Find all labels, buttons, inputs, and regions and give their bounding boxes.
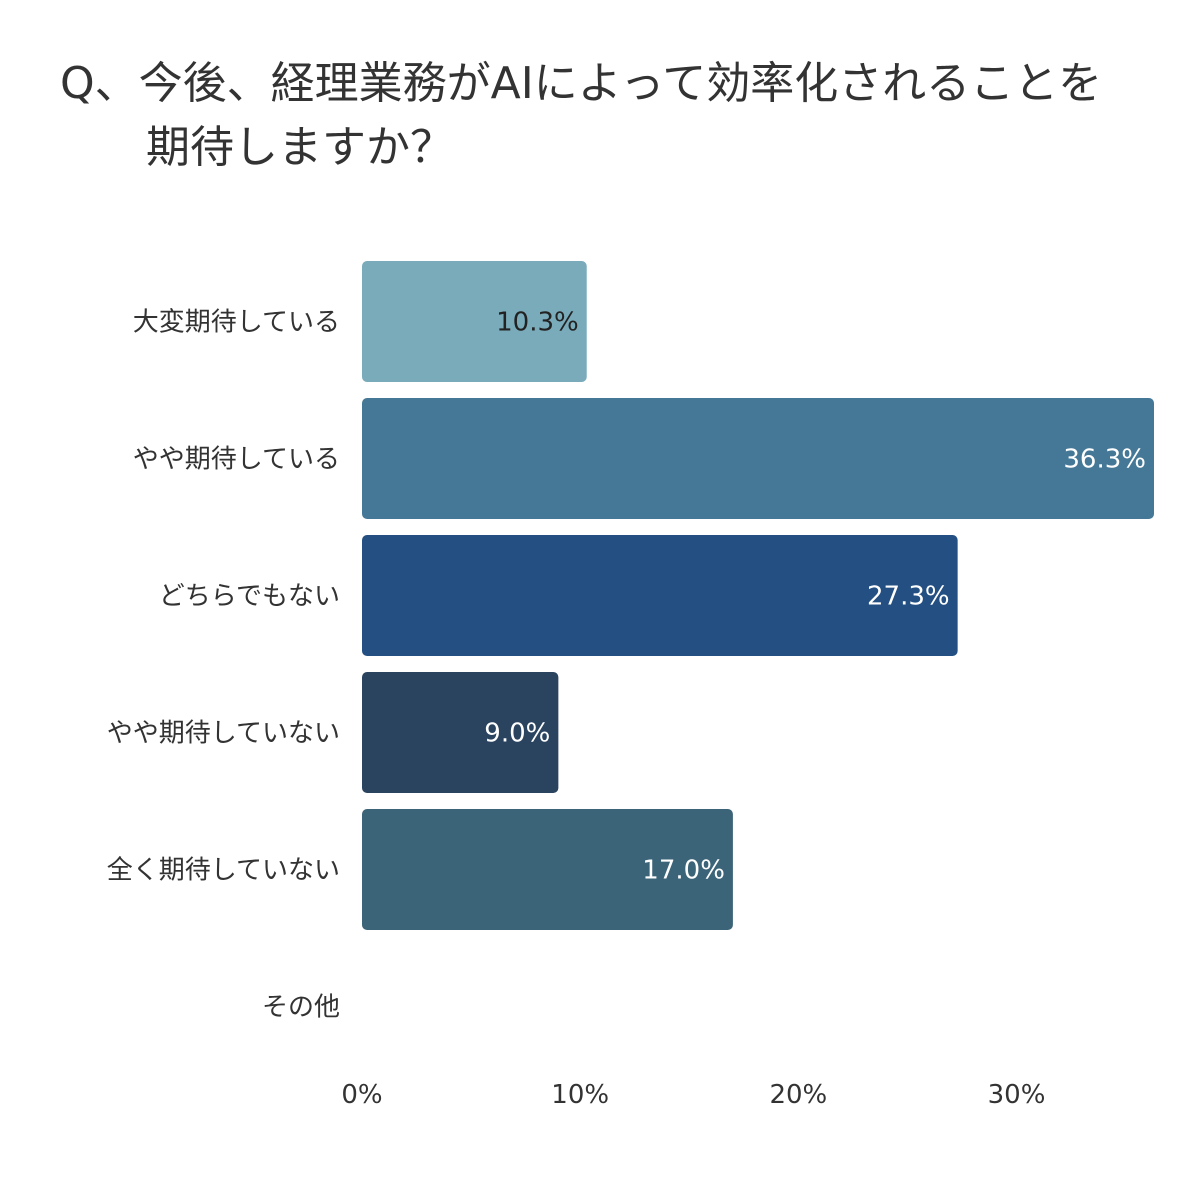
category-label: やや期待している [133,445,340,475]
data-label: 10.3% [496,308,579,338]
bar [362,398,1154,519]
bar [362,261,587,382]
category-label: やや期待していない [107,719,340,749]
x-tick-label: 20% [769,1080,827,1110]
category-label: どちらでもない [159,582,340,612]
bar [362,535,958,656]
chart-title-line2: 期待しますか？ [146,122,454,173]
chart-title-line1: Q、今後、経理業務がAIによって効率化されることを [60,58,1103,109]
x-tick-label: 0% [341,1080,382,1110]
chart-title: Q、今後、経理業務がAIによって効率化されることを 期待しますか？ [60,52,1160,180]
x-tick-label: 30% [988,1080,1046,1110]
x-tick-label: 10% [551,1080,609,1110]
category-label: その他 [262,993,340,1023]
data-label: 17.0% [642,856,725,886]
data-label: 9.0% [484,719,550,749]
bar [362,809,733,930]
data-label: 36.3% [1063,445,1146,475]
category-label: 大変期待している [133,308,340,338]
bar [362,672,559,793]
data-label: 27.3% [867,582,950,612]
category-label: 全く期待していない [107,856,340,886]
